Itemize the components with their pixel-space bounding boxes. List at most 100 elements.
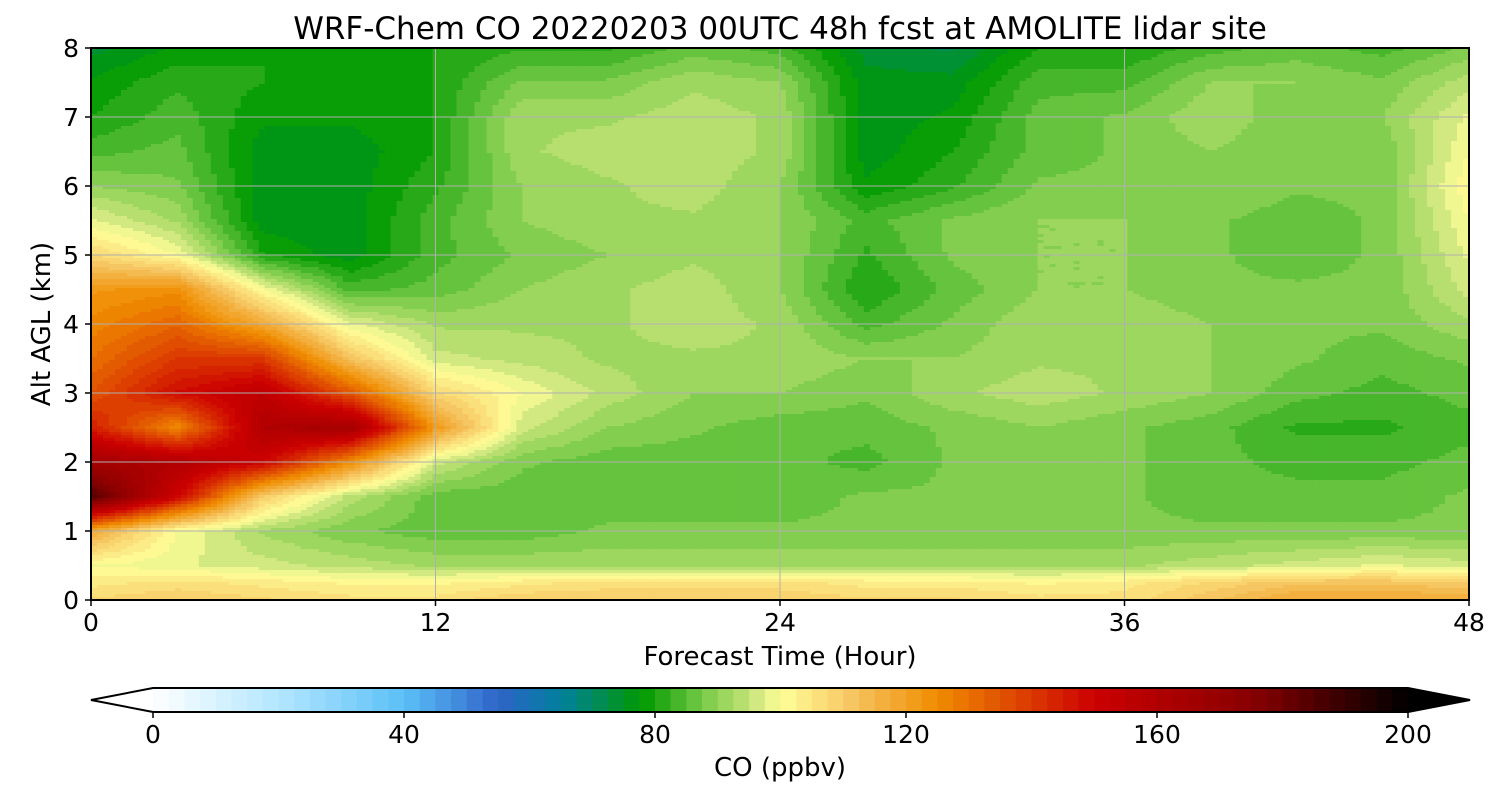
heatmap-cell bbox=[672, 570, 679, 574]
heatmap-cell bbox=[108, 243, 116, 253]
heatmap-cell bbox=[96, 513, 104, 517]
heatmap-cell bbox=[438, 429, 446, 433]
heatmap-cell bbox=[222, 468, 230, 472]
heatmap-cell bbox=[558, 66, 565, 82]
heatmap-cell bbox=[306, 507, 314, 517]
heatmap-cell bbox=[660, 108, 667, 208]
heatmap-cell bbox=[126, 438, 134, 442]
heatmap-cell bbox=[126, 249, 134, 256]
heatmap-cell bbox=[282, 462, 290, 466]
heatmap-cell bbox=[510, 84, 517, 109]
heatmap-cell bbox=[378, 459, 386, 463]
heatmap-cell bbox=[222, 336, 230, 343]
heatmap-cell bbox=[732, 63, 739, 79]
heatmap-cell bbox=[270, 468, 278, 472]
heatmap-cell bbox=[540, 282, 547, 337]
heatmap-cell bbox=[186, 429, 194, 433]
heatmap-cell bbox=[192, 450, 200, 457]
heatmap-cell bbox=[150, 450, 158, 454]
heatmap-cell bbox=[438, 426, 446, 430]
heatmap-cell bbox=[546, 585, 553, 592]
heatmap-cell bbox=[738, 63, 745, 79]
heatmap-cell bbox=[378, 438, 386, 442]
heatmap-cell bbox=[756, 51, 763, 67]
heatmap-cell bbox=[552, 156, 559, 235]
heatmap-cell bbox=[258, 534, 266, 556]
heatmap-cell bbox=[666, 273, 673, 346]
heatmap-cell bbox=[732, 576, 739, 580]
heatmap-cell bbox=[252, 453, 260, 463]
heatmap-cell bbox=[582, 129, 589, 169]
heatmap-cell bbox=[780, 570, 787, 574]
heatmap-cell bbox=[186, 288, 194, 298]
heatmap-cell bbox=[126, 228, 134, 238]
heatmap-cell bbox=[126, 555, 134, 565]
heatmap-cell bbox=[234, 261, 242, 268]
heatmap-cell bbox=[144, 549, 152, 559]
heatmap-cell bbox=[174, 261, 182, 268]
heatmap-cell bbox=[690, 588, 697, 600]
heatmap-cell bbox=[624, 375, 631, 400]
heatmap-cell bbox=[336, 306, 344, 313]
heatmap-cell bbox=[540, 423, 547, 439]
heatmap-cell bbox=[276, 333, 284, 340]
heatmap-cell bbox=[282, 504, 290, 511]
heatmap-cell bbox=[726, 588, 733, 600]
heatmap-cell bbox=[114, 531, 122, 538]
heatmap-cell bbox=[336, 381, 344, 388]
heatmap-cell bbox=[720, 393, 727, 427]
heatmap-cell bbox=[258, 318, 266, 325]
heatmap-cell bbox=[396, 318, 404, 328]
heatmap-cell bbox=[456, 399, 464, 409]
heatmap-cell bbox=[228, 498, 236, 502]
heatmap-cell bbox=[606, 366, 613, 406]
heatmap-cell bbox=[276, 48, 284, 127]
heatmap-cell bbox=[354, 399, 362, 403]
heatmap-cell bbox=[228, 240, 236, 256]
heatmap-cell bbox=[336, 411, 344, 418]
heatmap-cell bbox=[486, 417, 494, 430]
heatmap-cell bbox=[240, 468, 248, 472]
heatmap-cell bbox=[306, 486, 314, 490]
heatmap-cell bbox=[624, 576, 631, 580]
heatmap-cell bbox=[162, 516, 170, 520]
heatmap-cell bbox=[234, 291, 242, 298]
heatmap-cell bbox=[246, 324, 254, 328]
heatmap-cell bbox=[222, 516, 230, 520]
heatmap-cell bbox=[91, 504, 98, 508]
heatmap-cell bbox=[168, 528, 176, 532]
heatmap-cell bbox=[216, 522, 224, 526]
heatmap-cell bbox=[192, 441, 200, 445]
heatmap-cell bbox=[456, 204, 464, 292]
heatmap-cell bbox=[162, 417, 170, 424]
heatmap-cell bbox=[102, 438, 110, 442]
heatmap-cell bbox=[750, 66, 757, 79]
heatmap-cell bbox=[204, 318, 212, 325]
heatmap-cell bbox=[150, 591, 158, 600]
heatmap-cell bbox=[612, 180, 619, 370]
heatmap-cell bbox=[372, 405, 380, 409]
heatmap-cell bbox=[270, 378, 278, 382]
heatmap-cell bbox=[468, 366, 476, 376]
heatmap-cell bbox=[690, 576, 697, 580]
heatmap-cell bbox=[306, 360, 314, 364]
heatmap-cell bbox=[372, 345, 380, 352]
heatmap-cell bbox=[312, 567, 320, 571]
heatmap-cell bbox=[306, 582, 314, 592]
heatmap-cell bbox=[396, 570, 404, 574]
heatmap-cell bbox=[150, 267, 158, 274]
heatmap-cell bbox=[306, 438, 314, 442]
heatmap-cell bbox=[414, 378, 422, 385]
heatmap-cell bbox=[420, 405, 428, 412]
heatmap-cell bbox=[102, 249, 110, 259]
heatmap-cell bbox=[384, 48, 392, 259]
heatmap-cell bbox=[270, 453, 278, 463]
heatmap-cell bbox=[96, 531, 104, 535]
heatmap-cell bbox=[414, 552, 422, 568]
heatmap-cell bbox=[96, 426, 104, 433]
heatmap-cell bbox=[336, 366, 344, 370]
heatmap-cell bbox=[252, 240, 260, 256]
heatmap-cell bbox=[246, 372, 254, 379]
heatmap-cell bbox=[624, 48, 631, 61]
heatmap-cell bbox=[708, 48, 715, 61]
